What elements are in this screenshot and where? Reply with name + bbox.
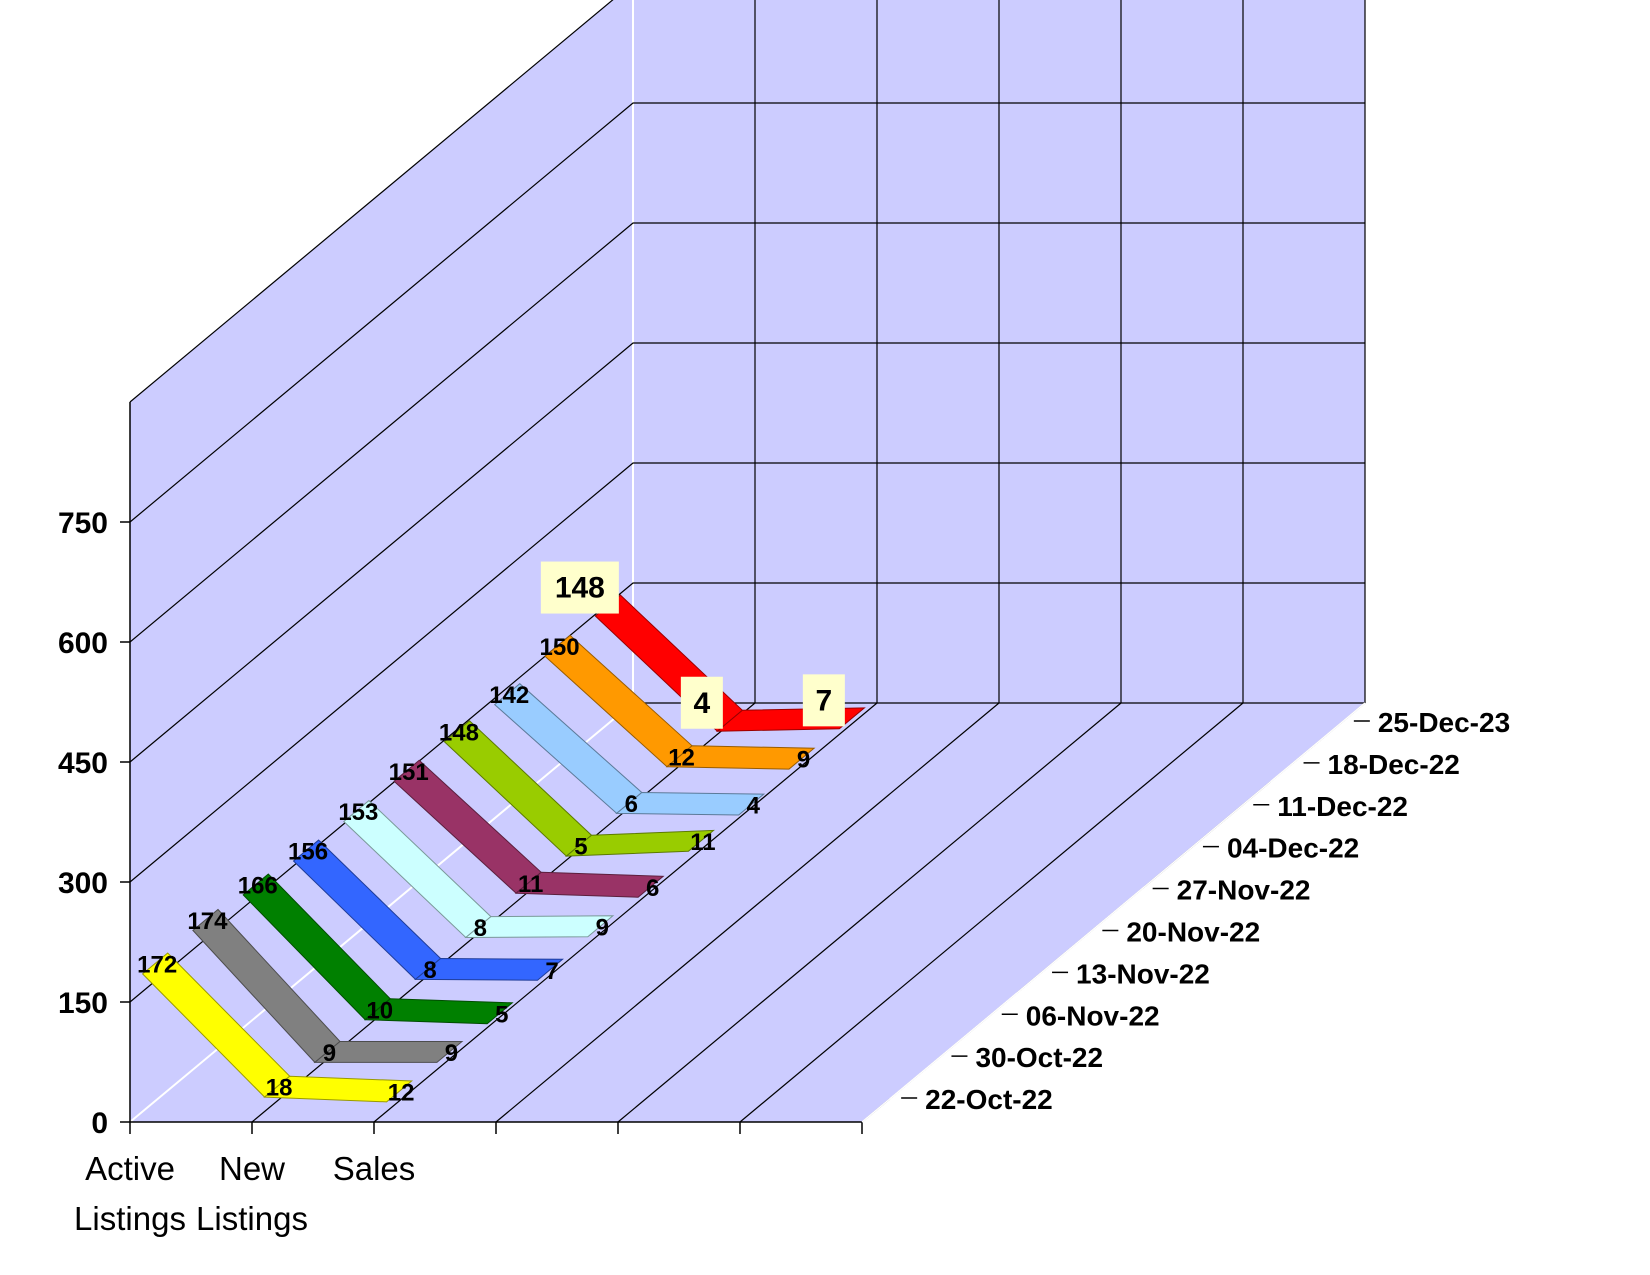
y-tick-label: 300 — [58, 867, 108, 900]
x-category-label: Sales — [333, 1150, 416, 1187]
x-category-label: Active Listings — [74, 1150, 186, 1237]
gridline-floor — [495, 702, 1000, 1123]
data-label: 6 — [625, 791, 638, 818]
z-series-label: 13-Nov-22 — [1076, 958, 1210, 989]
data-label: 18 — [266, 1075, 293, 1102]
data-label: 9 — [323, 1040, 336, 1067]
data-label: 172 — [137, 951, 177, 978]
ribbon-segment — [564, 829, 715, 857]
data-label: 4 — [747, 793, 761, 820]
y-tick-label: 600 — [58, 627, 108, 660]
data-label: 150 — [540, 634, 580, 661]
data-label: 11 — [518, 871, 543, 898]
ribbon-segment — [464, 915, 615, 939]
z-series-label: 20-Nov-22 — [1126, 916, 1260, 947]
data-label: 6 — [646, 875, 659, 902]
data-label: 7 — [816, 684, 833, 717]
z-axis-line — [861, 702, 1366, 1123]
data-label: 11 — [690, 829, 715, 856]
data-label: 4 — [694, 687, 711, 720]
data-label: 8 — [474, 915, 487, 942]
gridline-y — [129, 0, 614, 403]
chart-series — [141, 594, 866, 1103]
data-label-box — [540, 561, 619, 614]
data-label: 174 — [187, 908, 228, 935]
data-label: 9 — [596, 914, 609, 941]
z-series-label: 30-Oct-22 — [975, 1042, 1103, 1073]
data-label-box — [802, 674, 845, 727]
x-category-label: New Listings — [196, 1150, 308, 1237]
y-tick-label: 750 — [58, 507, 108, 540]
data-label: 148 — [439, 719, 479, 746]
z-series-label: 04-Dec-22 — [1227, 833, 1359, 864]
z-series-label: 25-Dec-23 — [1378, 707, 1510, 738]
ribbon-segment — [514, 871, 665, 898]
z-series-label: 18-Dec-22 — [1328, 749, 1460, 780]
gridline-floor — [739, 702, 1244, 1123]
z-series-label: 06-Nov-22 — [1026, 1000, 1160, 1031]
data-label: 142 — [489, 682, 529, 709]
gridline-floor — [617, 702, 1122, 1123]
data-label: 9 — [445, 1040, 458, 1067]
side-wall — [130, 0, 633, 1122]
z-series-label: 22-Oct-22 — [925, 1084, 1053, 1115]
data-label: 8 — [423, 957, 436, 984]
z-series-label: 11-Dec-22 — [1277, 791, 1408, 822]
data-label: 7 — [545, 958, 558, 985]
y-tick-label: 450 — [58, 747, 108, 780]
data-label: 5 — [574, 834, 587, 861]
gridline-floor — [373, 702, 878, 1123]
ribbon-segment — [313, 1041, 464, 1063]
y-tick-label: 0 — [91, 1107, 108, 1140]
data-label: 12 — [388, 1079, 415, 1106]
ribbon-segment — [615, 791, 766, 816]
ribbon-segment — [665, 745, 816, 770]
chart-data-labels: 172 18 12 174 9 9 166 10 5 156 8 7 153 8 9 151 11 6 148 5 11… — [137, 561, 845, 1106]
data-label: 166 — [238, 872, 278, 899]
data-label: 156 — [288, 839, 328, 866]
data-label: 151 — [389, 759, 429, 786]
data-label: 153 — [338, 799, 378, 826]
ribbon-segment — [263, 1075, 414, 1103]
data-label: 148 — [555, 572, 605, 605]
ribbon-segment — [414, 957, 564, 981]
data-label-box — [680, 676, 723, 729]
data-label: 12 — [668, 744, 695, 771]
data-label: 10 — [366, 997, 393, 1024]
data-label: 9 — [797, 747, 810, 774]
ribbon-segment — [363, 998, 514, 1025]
y-tick-label: 150 — [58, 987, 108, 1020]
data-label: 5 — [495, 1001, 508, 1028]
z-series-label: 27-Nov-22 — [1177, 875, 1311, 906]
